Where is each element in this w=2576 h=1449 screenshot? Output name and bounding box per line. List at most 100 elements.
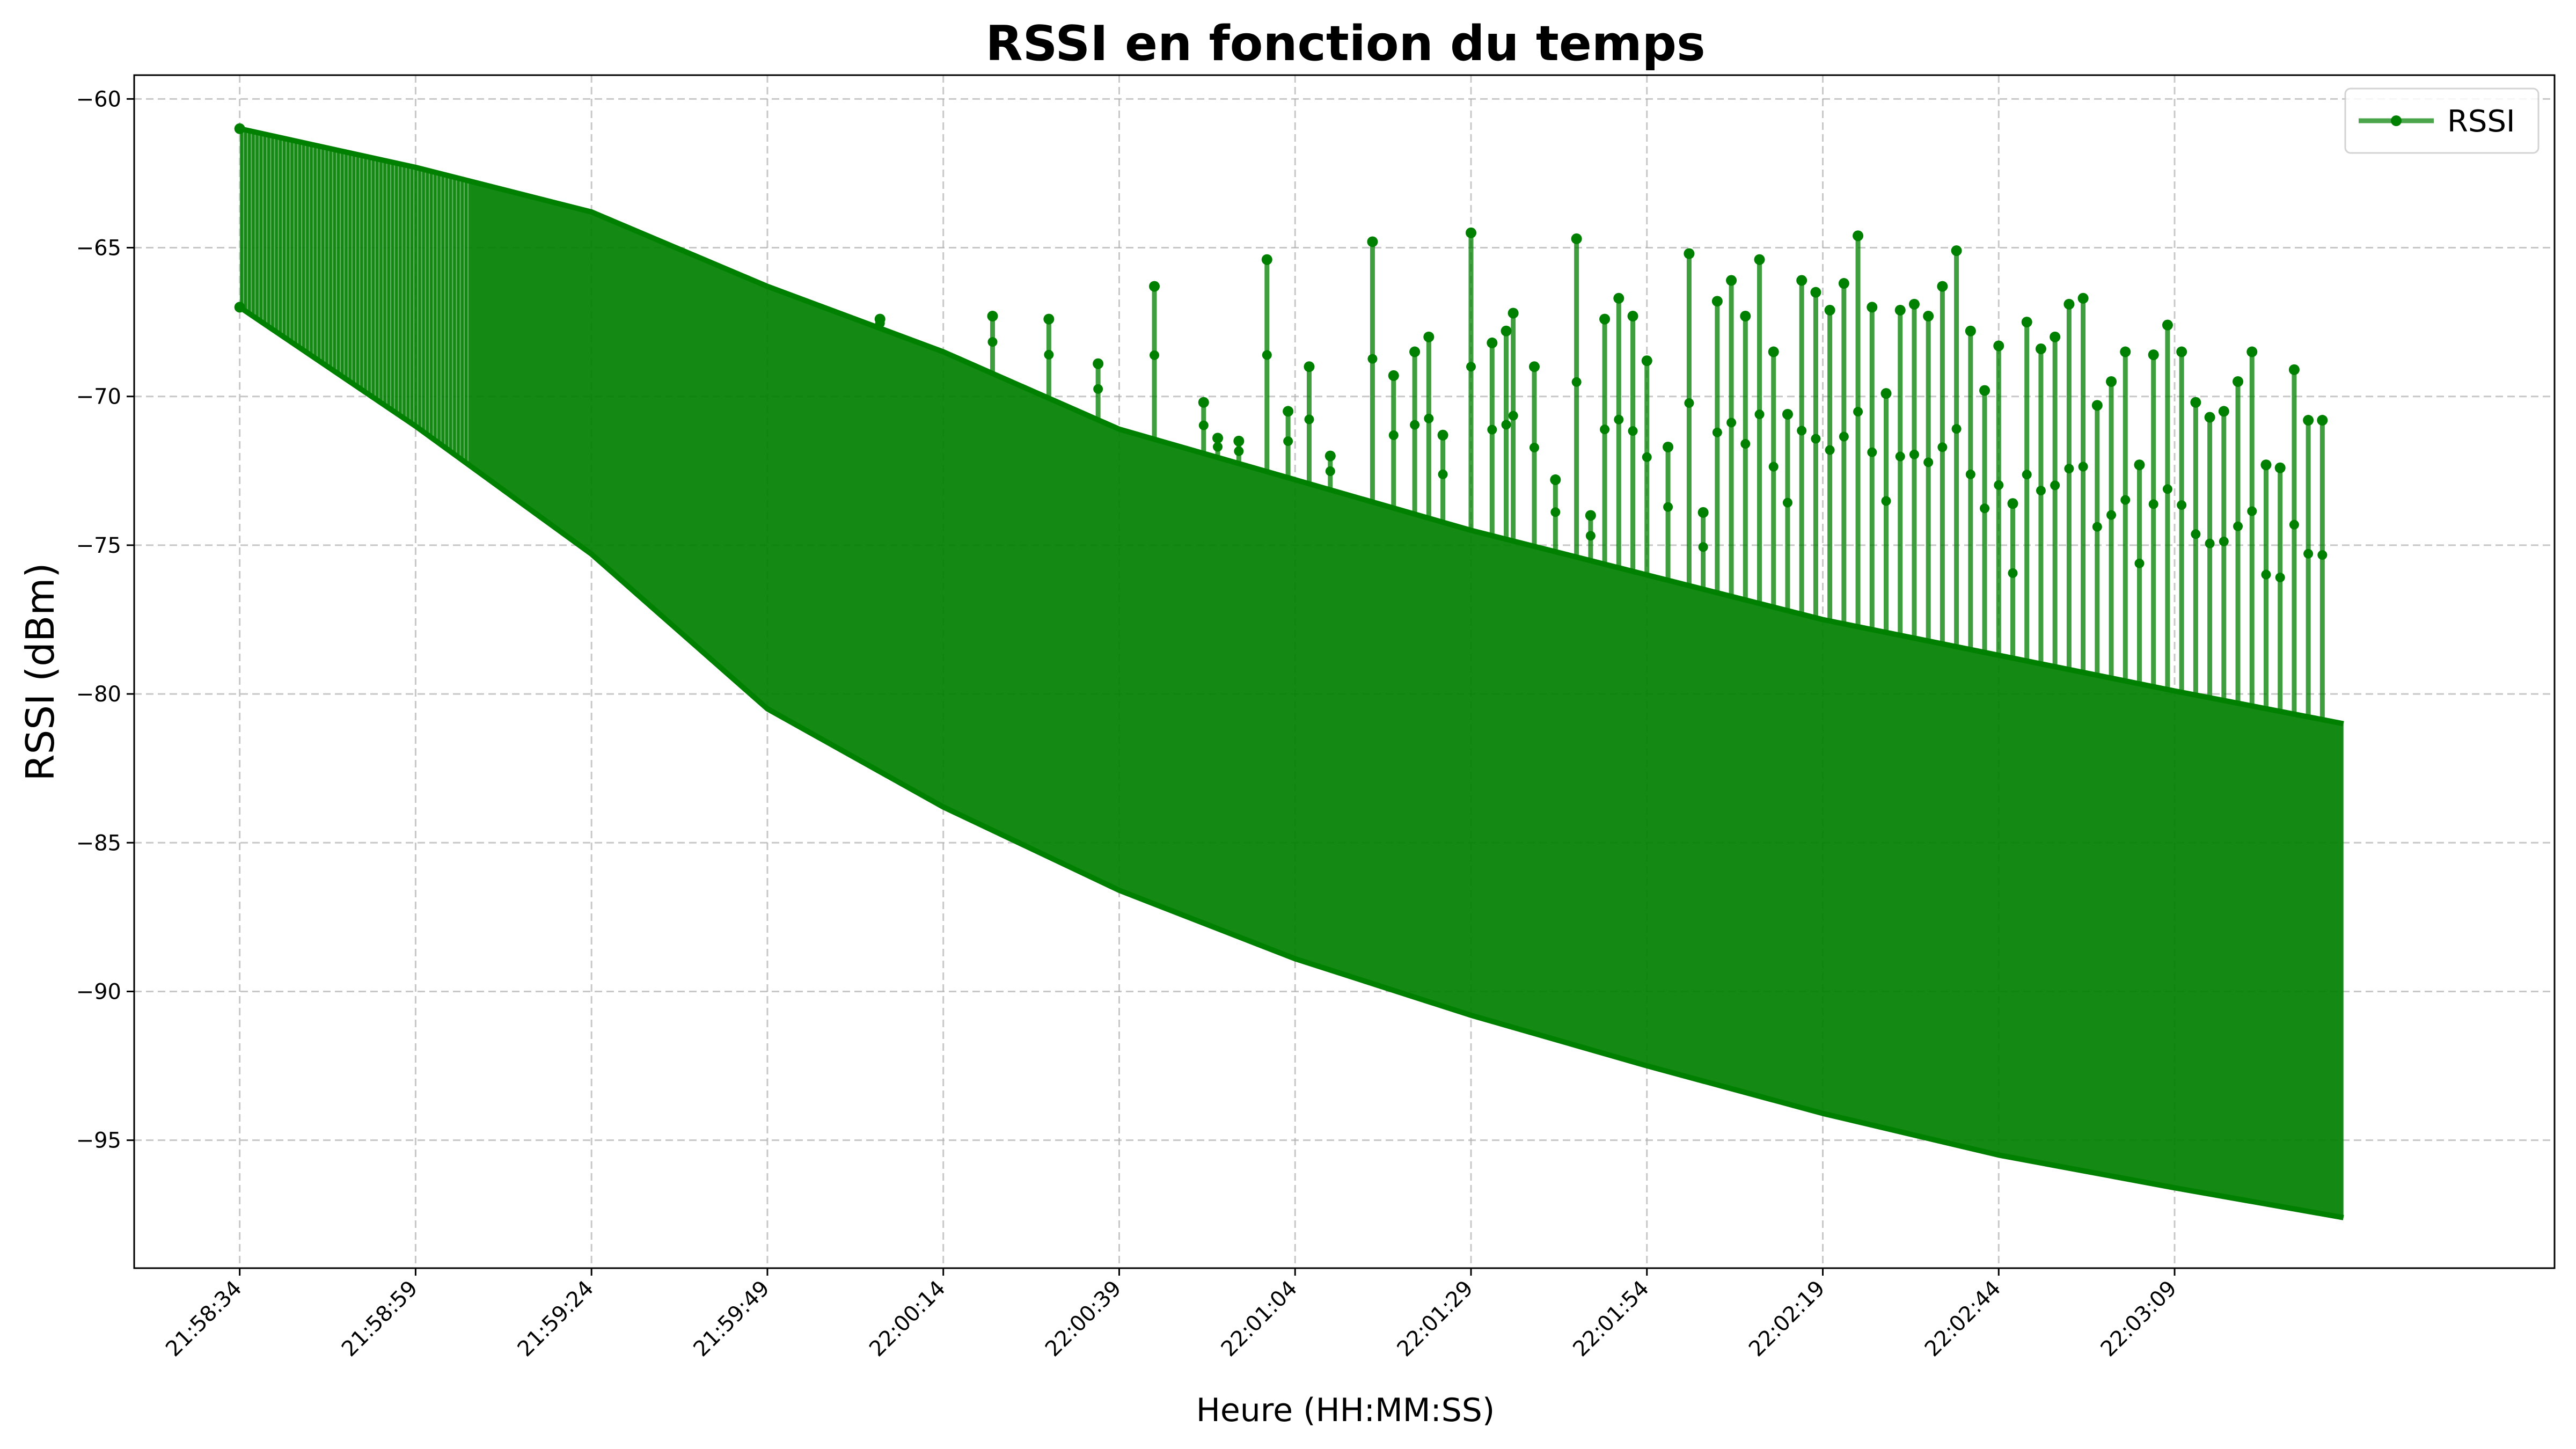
rssi-spike-point [1838, 278, 1849, 289]
rssi-point [1811, 434, 1821, 444]
rssi-point [1410, 420, 1420, 430]
rssi-point [1550, 507, 1561, 517]
rssi-point [1529, 442, 1539, 452]
rssi-spike-point [1528, 361, 1540, 372]
rssi-point [1438, 469, 1448, 479]
legend: RSSI [2344, 87, 2540, 154]
rssi-point [2148, 499, 2158, 509]
rssi-spike-point [1979, 385, 1990, 396]
rssi-point [2092, 522, 2102, 532]
rssi-spike-point [1754, 254, 1765, 265]
y-tick-label: −70 [76, 385, 121, 409]
rssi-spike-point [1423, 331, 1435, 342]
rssi-spike-point [1937, 281, 1948, 292]
rssi-spike-point [2077, 292, 2089, 304]
rssi-point [1740, 439, 1751, 449]
rssi-spike-point [1437, 429, 1448, 441]
rssi-spike-point [2035, 343, 2046, 355]
rssi-spike-point [1853, 230, 1864, 241]
rssi-point [1600, 425, 1610, 435]
rssi-spike-point [1641, 355, 1652, 367]
rssi-point [987, 337, 998, 347]
y-tick-label: −65 [76, 236, 121, 261]
rssi-point [1198, 420, 1209, 430]
rssi-spike-point [1283, 406, 1294, 417]
rssi-spike-point [2317, 415, 2328, 426]
rssi-point [1044, 349, 1054, 360]
y-tick-label: −75 [76, 533, 121, 558]
rssi-spike-point [1740, 311, 1751, 322]
rssi-point [2219, 536, 2229, 546]
rssi-spike-point [2246, 346, 2258, 357]
rssi-spike-point [1951, 245, 1962, 257]
rssi-spike-point [2162, 319, 2173, 331]
rssi-point [1424, 413, 1434, 423]
x-axis-label: Heure (HH:MM:SS) [1196, 1392, 1495, 1429]
rssi-spike-point [2120, 346, 2131, 357]
rssi-point [1994, 480, 2004, 490]
rssi-point [2008, 568, 2018, 578]
y-tick-label: −85 [76, 831, 121, 855]
rssi-spike-point [1388, 370, 1399, 381]
rssi-spike-point [1304, 361, 1315, 372]
rssi-spike-point [1627, 311, 1638, 322]
rssi-point [1754, 409, 1765, 420]
rssi-point [1628, 426, 1638, 436]
rssi-point [1853, 407, 1863, 417]
rssi-spike-point [1726, 275, 1737, 286]
rssi-point [1881, 496, 1891, 506]
rssi-point [1909, 449, 1919, 459]
rssi-spike-point [1409, 346, 1421, 357]
legend-marker-rssi [2391, 115, 2402, 126]
rssi-point [2289, 519, 2299, 530]
rssi-spike-point [2091, 400, 2103, 411]
rssi-point [1698, 542, 1708, 552]
rssi-point [1614, 414, 1624, 425]
rssi-point [1965, 469, 1975, 479]
rssi-spike-point [1894, 304, 1906, 316]
rssi-spike-point [1261, 254, 1272, 265]
rssi-spike-point [2134, 459, 2145, 471]
rssi-point [1839, 431, 1849, 442]
rssi-first-point-low [234, 302, 245, 313]
rssi-point [1867, 447, 1877, 457]
rssi-point [1585, 531, 1596, 541]
rssi-point [1726, 418, 1737, 428]
rssi-point [2233, 521, 2243, 531]
rssi-point [2078, 462, 2088, 472]
rssi-spike-point [987, 311, 998, 322]
rssi-spike-point [1324, 450, 1336, 462]
series-rssi [234, 123, 2344, 1220]
rssi-spike-point [1093, 358, 1104, 369]
rssi-spike-point [1824, 304, 1835, 316]
legend-label-rssi: RSSI [2447, 104, 2515, 139]
rssi-point [2162, 484, 2172, 494]
y-tick-label: −90 [76, 979, 121, 1004]
rssi-spike-point [1908, 298, 1920, 310]
rssi-spike-point [2274, 462, 2286, 473]
legend-box [2344, 87, 2540, 154]
rssi-point [1283, 436, 1293, 447]
rssi-point [1684, 398, 1694, 408]
rssi-spike-point [1993, 340, 2004, 352]
rssi-spike-point [1212, 433, 1224, 444]
rssi-point [2050, 480, 2060, 491]
rssi-spike-point [2050, 331, 2061, 342]
rssi-point [1501, 420, 1511, 430]
rssi-spike-point [1043, 313, 1055, 325]
rssi-spike-point [1465, 227, 1476, 238]
rssi-point [2134, 558, 2145, 568]
rssi-point [1571, 377, 1582, 387]
rssi-spike-point [1233, 435, 1245, 447]
rssi-point [1367, 354, 1378, 364]
rssi-spike-point [2190, 397, 2201, 408]
rssi-spike-point [1867, 302, 1878, 313]
rssi-point [1923, 457, 1934, 467]
y-tick-label: −60 [76, 87, 121, 112]
rssi-spike-point [1768, 346, 1779, 357]
rssi-spike-point [2204, 412, 2215, 423]
rssi-point [1937, 442, 1948, 452]
rssi-lower-envelope [238, 305, 2344, 1220]
rssi-spike-point [1571, 233, 1582, 244]
rssi-spike-point [2007, 498, 2018, 509]
